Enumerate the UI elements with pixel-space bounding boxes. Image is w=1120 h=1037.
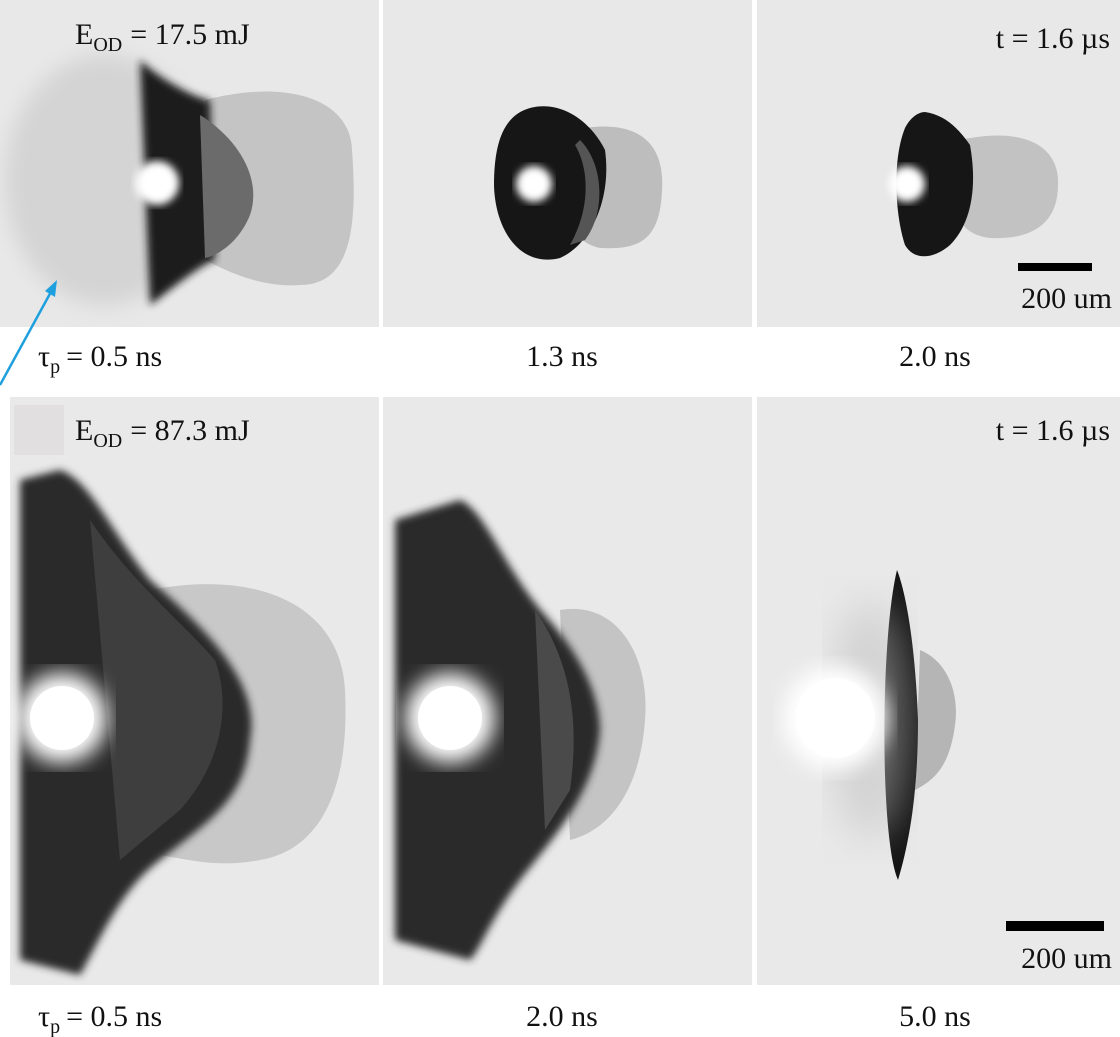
scale-label: 200 um [1021,282,1112,315]
photo-panel [383,0,752,327]
pulse-label: τp= 0.5 ns [38,340,162,378]
time-label: t = 1.6 µs [996,22,1110,55]
time-label: t = 1.6 µs [996,414,1110,447]
photo-panel [757,397,1120,985]
caption: 2.0 ns [899,340,971,373]
scale-label: 200 um [1021,942,1112,975]
scale-bar [1018,263,1092,271]
figure: EOD= 17.5 mJ t = 1.6 µs 200 um τp= 0.5 n… [0,0,1120,1037]
pulse-label: τp= 0.5 ns [38,1000,162,1037]
caption: 1.3 ns [526,340,598,373]
caption: 5.0 ns [899,1000,971,1033]
photo-panel [383,397,752,985]
caption: 2.0 ns [526,1000,598,1033]
photo-panel [10,397,379,985]
scale-bar [1006,921,1104,931]
